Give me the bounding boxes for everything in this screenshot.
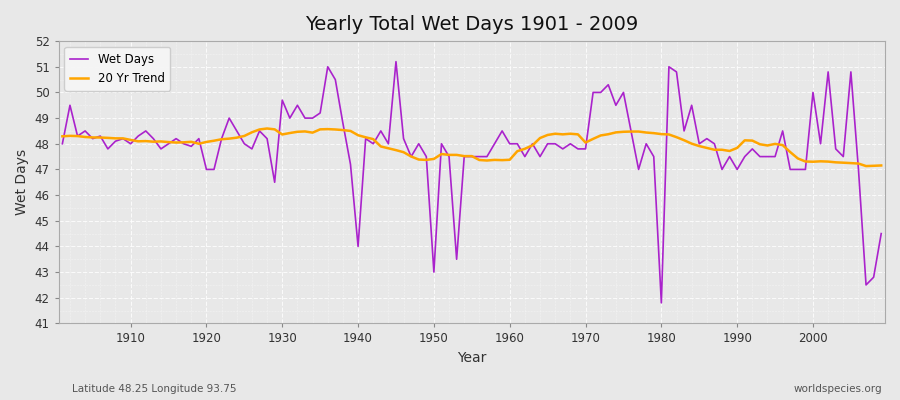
Wet Days — [512, 141, 523, 146]
20 Yr Trend — [262, 126, 273, 131]
Wet Days — [504, 141, 515, 146]
Title: Yearly Total Wet Days 1901 - 2009: Yearly Total Wet Days 1901 - 2009 — [305, 15, 638, 34]
20 Yr Trend — [876, 163, 886, 168]
Wet Days — [876, 231, 886, 236]
20 Yr Trend — [504, 157, 515, 162]
Wet Days — [284, 116, 295, 120]
Y-axis label: Wet Days: Wet Days — [15, 149, 29, 215]
Line: Wet Days: Wet Days — [62, 62, 881, 303]
20 Yr Trend — [338, 128, 348, 132]
20 Yr Trend — [860, 164, 871, 168]
20 Yr Trend — [118, 136, 129, 141]
Line: 20 Yr Trend: 20 Yr Trend — [62, 128, 881, 166]
Wet Days — [57, 141, 68, 146]
20 Yr Trend — [512, 149, 523, 154]
Wet Days — [118, 136, 129, 141]
Text: worldspecies.org: worldspecies.org — [794, 384, 882, 394]
X-axis label: Year: Year — [457, 351, 487, 365]
20 Yr Trend — [603, 132, 614, 137]
20 Yr Trend — [292, 129, 302, 134]
Legend: Wet Days, 20 Yr Trend: Wet Days, 20 Yr Trend — [65, 47, 170, 91]
20 Yr Trend — [57, 134, 68, 139]
Text: Latitude 48.25 Longitude 93.75: Latitude 48.25 Longitude 93.75 — [72, 384, 237, 394]
Wet Days — [391, 59, 401, 64]
Wet Days — [330, 77, 341, 82]
Wet Days — [603, 82, 614, 87]
Wet Days — [656, 300, 667, 305]
